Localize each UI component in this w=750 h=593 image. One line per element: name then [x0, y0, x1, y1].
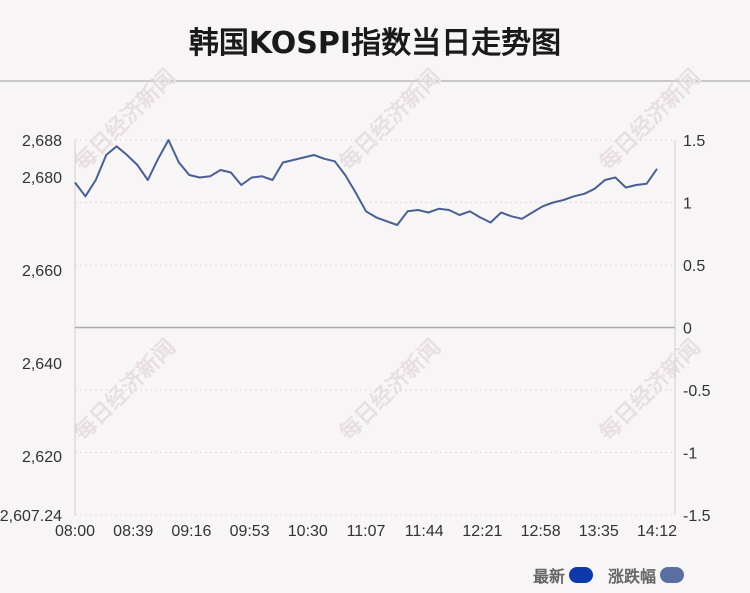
x-tick-label: 08:39: [113, 523, 153, 540]
series-line-change: [74, 139, 658, 226]
x-tick-label: 12:21: [462, 523, 502, 540]
legend-latest-swatch: [569, 567, 594, 583]
axes: [74, 140, 676, 515]
x-tick-label: 13:35: [579, 523, 619, 540]
x-tick-label: 09:53: [230, 523, 270, 540]
right-tick-label: -0.5: [683, 383, 711, 400]
legend-latest-label: 最新: [533, 567, 566, 586]
title-divider: [0, 80, 750, 82]
right-tick-label: 0.5: [683, 258, 705, 275]
left-tick-label: 2,607.24: [0, 508, 62, 525]
x-tick-label: 10:30: [288, 523, 328, 540]
x-tick-label: 08:00: [55, 523, 95, 540]
x-tick-label: 11:07: [347, 523, 386, 540]
x-tick-label: 12:58: [521, 523, 561, 540]
right-tick-label: -1: [683, 446, 697, 463]
legend-change-swatch: [660, 567, 685, 583]
watermark-text: 每日经济新闻: [69, 64, 181, 176]
grid-lines: [75, 139, 675, 516]
left-tick-label: 2,688: [22, 133, 62, 150]
left-tick-label: 2,680: [22, 170, 62, 187]
right-tick-label: 1: [683, 196, 692, 213]
left-tick-label: 2,660: [22, 263, 62, 280]
left-axis-ticks: 2,607.24 2,620 2,640 2,660 2,680 2,688: [0, 133, 62, 525]
legend-change-label: 涨跌幅: [608, 567, 657, 586]
right-axis-ticks: -1.5 -1 -0.5 0 0.5 1 1.5: [683, 133, 711, 525]
watermark-text: 每日经济新闻: [594, 64, 706, 176]
x-tick-label: 11:44: [405, 523, 444, 540]
right-tick-label: -1.5: [683, 508, 711, 525]
x-tick-label: 14:12: [637, 523, 677, 540]
right-tick-label: 1.5: [683, 133, 705, 150]
legend-latest: 最新: [533, 563, 594, 587]
x-tick-label: 09:16: [171, 523, 211, 540]
series-layer: [74, 139, 658, 226]
legend-change: 涨跌幅: [608, 563, 685, 587]
watermark-text: 每日经济新闻: [334, 64, 446, 176]
chart-title: 韩国KOSPI指数当日走势图: [188, 26, 562, 61]
left-tick-label: 2,640: [22, 356, 62, 373]
x-axis-ticks: 08:00 08:39 09:16 09:53 10:30 11:07 11:44 12:21…: [55, 523, 677, 540]
right-tick-label: 0: [683, 321, 692, 338]
left-tick-label: 2,620: [22, 449, 62, 466]
